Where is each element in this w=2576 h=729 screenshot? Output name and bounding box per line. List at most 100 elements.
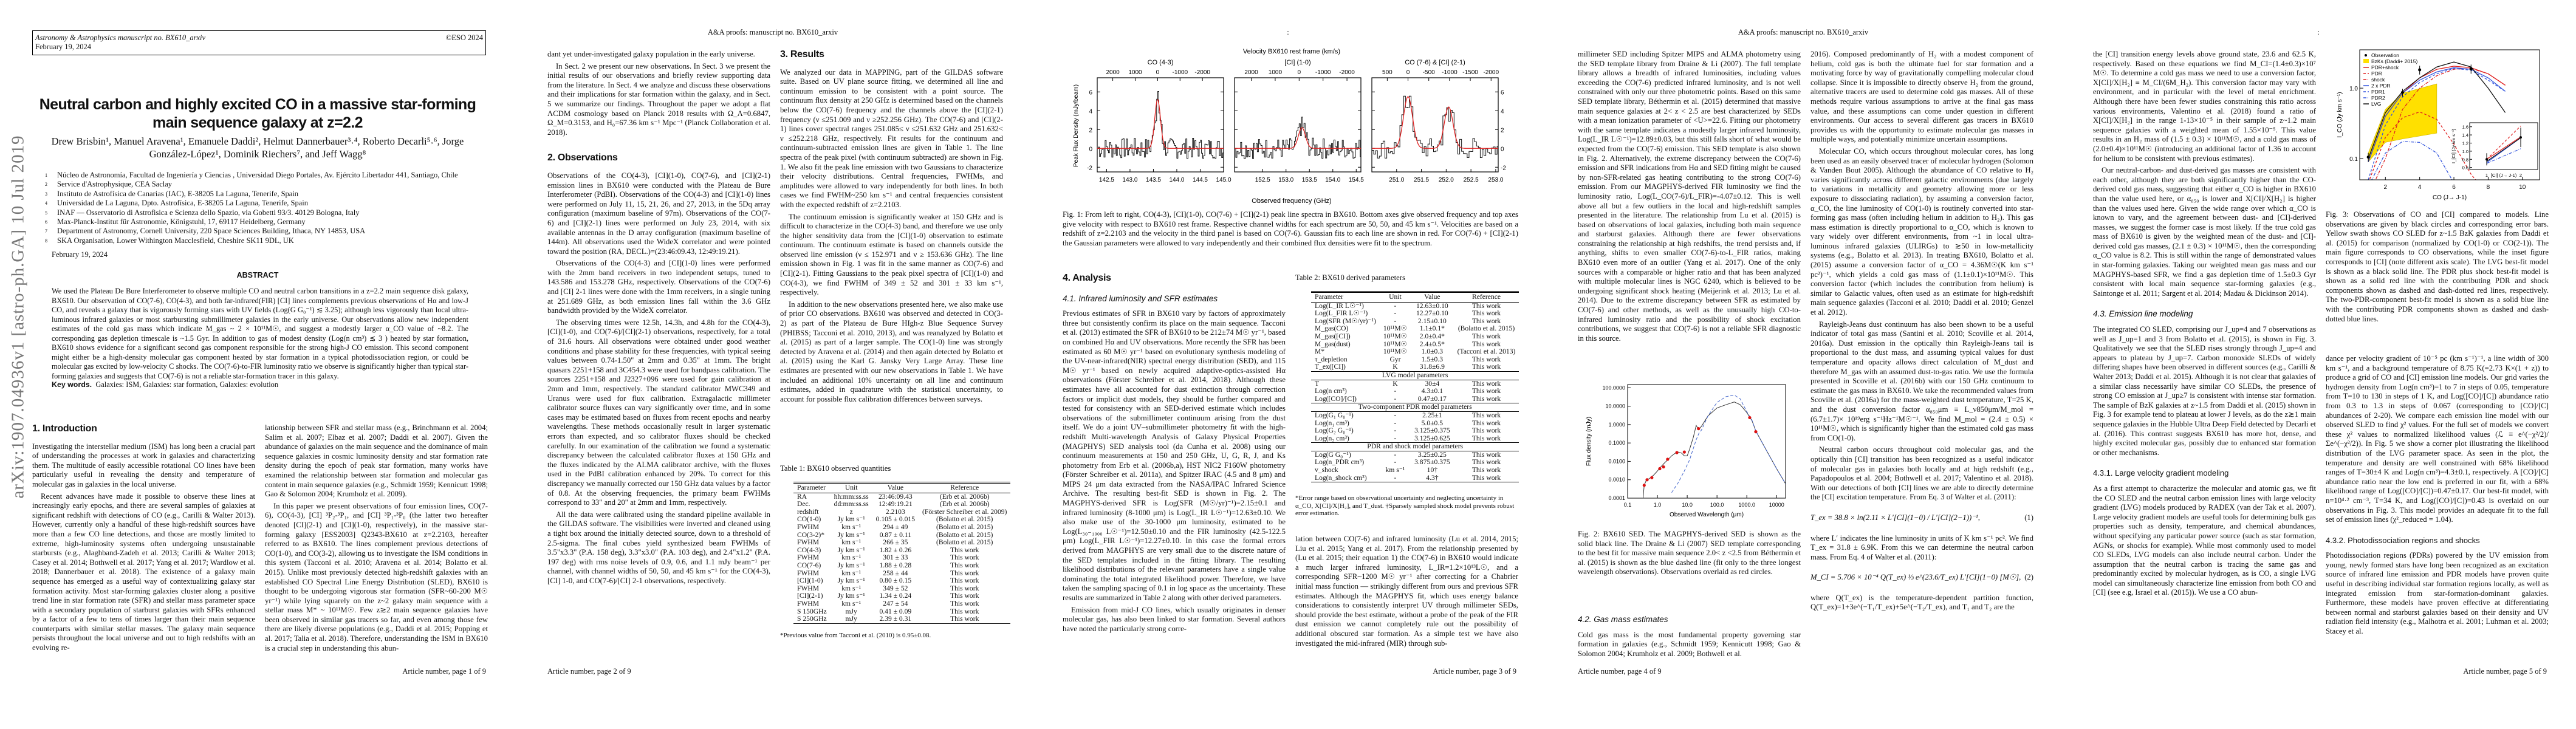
plot-frame [2359, 49, 2540, 180]
table-row: FWHM km s⁻¹ 258 ± 44 This work [793, 569, 1010, 578]
plot-frame [1097, 77, 1224, 173]
table-row: Log(n₁ cm³) - 5.0±0.5 This work [1311, 419, 1519, 428]
table-cell: This work [950, 546, 979, 554]
table-cell: Jy km s⁻¹ [837, 561, 865, 569]
table-cell: T_ex([CI]) [1315, 363, 1346, 371]
table-cell: This work [950, 553, 979, 562]
table-cell: 1.0±0.3 [1421, 347, 1444, 356]
table-cell: Log(G G₀⁻¹) [1315, 450, 1351, 459]
x-tick-label: 144.5 [1193, 177, 1208, 183]
table-cell: RA [797, 492, 807, 501]
table-cell: 258 ± 44 [883, 569, 908, 577]
table-cell: Dec. [797, 500, 810, 508]
table-row: FWHM km s⁻¹ 301 ± 33 This work [793, 554, 1010, 562]
table-row: v_shock km s⁻¹ 10† This work [1311, 466, 1519, 474]
observation-point [2366, 156, 2370, 159]
spectrum-panel: [CI] (1-0) 152.5 153.0 153.5 154.0 154.5 2000 1… [1234, 59, 1364, 183]
paragraph: millimeter SED including Spitzer MIPS an… [1578, 50, 1801, 343]
table-cell: - [1394, 301, 1397, 310]
table-cell: 12.63±0.10 [1416, 301, 1448, 310]
page-5: : the [CI] transition energy levels abov… [2061, 0, 2576, 729]
inset-y-tick-label: 1.4 [2462, 132, 2468, 138]
velocity-tick-label: -1500 [1462, 69, 1478, 76]
top-axis-label: Velocity BX610 rest frame (km/s) [1243, 48, 1340, 55]
velocity-tick-label: 0 [1298, 69, 1301, 76]
table-row: CO(7-6) Jy km s⁻¹ 1.88 ± 0.28 This work [793, 561, 1010, 570]
table-cell: M_gas(CO) [1315, 324, 1349, 333]
observation-point [1658, 467, 1662, 471]
y-tick-label: -2 [1087, 165, 1092, 171]
observation-point [2400, 91, 2404, 94]
table-cell: K [1392, 379, 1398, 388]
x-tick-label: 153.5 [1302, 177, 1317, 183]
velocity-tick-label: -2000 [1483, 69, 1499, 76]
table-cell: (Erb et al. 2006b) [939, 492, 990, 501]
table-cell: Log(n₁ cm³) [1315, 419, 1349, 427]
spectrum-panel: CO (4-3)142.5 143.0 143.5 144.0 144.5 145.020… [1087, 59, 1231, 183]
table-cell: Log(G₂ G₀⁻¹) [1315, 426, 1354, 435]
column-header: Reference [919, 482, 1011, 493]
paragraph: Investigating the interstellar medium (I… [32, 442, 255, 488]
paragraph: Neutral carbon occurs throughout cold mo… [1810, 445, 2033, 502]
table-cell: 10¹¹M☉ [1383, 347, 1408, 356]
table-cell: 1.1±0.1* [1419, 324, 1445, 333]
inset-frame [2469, 122, 2538, 170]
paragraph: where L′ indicates the line luminosity i… [1810, 533, 2033, 561]
table-cell: - [1394, 458, 1397, 467]
inset-y-tick-label: 0.6 [2462, 165, 2468, 171]
table-row: Log(n₂ cm³) - 3.125±0.625 This work [1311, 434, 1519, 443]
table-cell: This work [950, 584, 979, 592]
table-cell: mJy [830, 615, 872, 624]
x-tick-label: 10 [2519, 184, 2526, 191]
page-footer: Article number, page 5 of 9 [2463, 667, 2547, 676]
inset-y-tick-label: 0.8 [2462, 157, 2468, 162]
y-tick-label: 6 [1501, 89, 1504, 96]
paragraph: 2016). Composed predominantly of H₂ with… [1810, 50, 2033, 144]
table-cell: km s⁻¹ [841, 538, 862, 547]
table-cell: This work [1471, 332, 1501, 340]
model-line [2371, 141, 2453, 180]
x-tick-label: 100.0 [1710, 502, 1724, 508]
y-tick-label: 0.1 [2349, 156, 2358, 163]
x-axis-label: Observed frequency (GHz) [1252, 197, 1331, 205]
affiliation: 2 Service d'Astrophysique, CEA Saclay [45, 180, 173, 189]
table-cell: 2.0±0.4* [1419, 332, 1445, 340]
page4-left-column-bottom: 4.2. Gas mass estimates Cold gas mass is … [1578, 615, 1801, 659]
x-tick-label: 252.0 [1439, 177, 1454, 183]
table-cell: This work [1471, 309, 1501, 318]
table-cell: z [849, 507, 853, 516]
magphys-sed-line [1642, 402, 1786, 499]
legend-label: PDR [2371, 70, 2382, 77]
velocity-tick-label: -1000 [1315, 69, 1331, 76]
equation: M_CI = 5.706 × 10⁻⁴ Q(T_ex) ⅓ e^(23.6/T_… [1810, 573, 2033, 583]
y-tick-label: 100.0000 [1602, 385, 1625, 391]
paragraph: where Q(T_ex) is the temperature-depende… [1810, 593, 2033, 612]
plot-frame [1371, 77, 1499, 173]
table-row: M_gas(CO) 10¹¹M☉ 1.1±0.1* (Bolatto et al. 2… [1311, 325, 1519, 333]
table-row: Log(G G₀⁻¹) - 3.25±0.25 This work [1311, 451, 1519, 459]
affiliations: 1 Núcleo de Astronomía, Facultad de Ingen… [45, 171, 458, 245]
y-tick-label: 0.1000 [1608, 440, 1625, 446]
velocity-tick-label: 0 [1406, 69, 1410, 76]
section-heading: 4.3.2. Photodissociation regions and sho… [2326, 535, 2480, 545]
paragraph: Recent advances have made it possible to… [32, 491, 255, 652]
table-row: FWHM km s⁻¹ 294 ± 49 (Bolatto et al. 2015) [793, 523, 1010, 532]
section-heading: 4. Analysis [1063, 273, 1111, 283]
keywords-text: Galaxies: ISM, Galaxies: star formation,… [95, 380, 279, 389]
figure-1-caption: Fig. 1: From left to right, CO(4-3), [CI… [1063, 210, 1518, 247]
table-cell: Log(n₂ cm³) [1315, 434, 1349, 442]
running-head: : [1287, 28, 1289, 36]
x-tick-label: 142.5 [1099, 177, 1114, 183]
table-row: Log(L_IR L☉⁻¹) - 12.63±0.10 This work [1311, 302, 1519, 310]
section-heading: 1. Introduction [32, 423, 97, 434]
table-cell: 0.47±0.17 [1417, 394, 1447, 403]
table-cell: Gyr [1389, 355, 1401, 363]
table-cell: Jy km s⁻¹ [837, 515, 865, 524]
table-cell: This work [919, 615, 1011, 624]
table-cell: This work [1471, 301, 1501, 310]
table-cell: [CI](2-1) [797, 592, 823, 600]
table-cell: (Bolatto et al. 2015) [936, 530, 993, 539]
x-tick-label: 144.0 [1169, 177, 1184, 183]
table-cell: 12:49:19.21 [878, 500, 913, 508]
page-footer: Article number, page 1 of 9 [402, 667, 486, 676]
